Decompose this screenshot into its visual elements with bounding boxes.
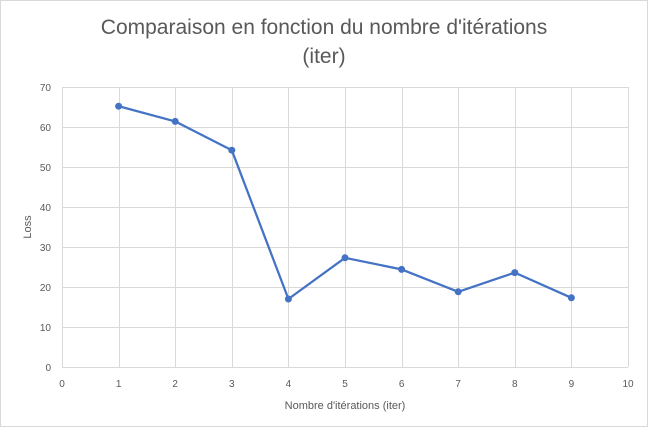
x-tick-label: 4 (286, 379, 292, 390)
chart-title-line1: Comparaison en fonction du nombre d'itér… (100, 16, 548, 39)
data-point (454, 288, 462, 296)
y-tick-label: 70 (40, 83, 52, 94)
data-point (228, 146, 236, 154)
y-tick-labels: 0 10 20 30 40 50 60 70 (40, 83, 52, 374)
x-tick-label: 5 (342, 379, 348, 390)
x-tick-label: 1 (116, 379, 122, 390)
y-tick-label: 50 (40, 163, 52, 174)
x-axis-title: Nombre d'itérations (iter) (285, 400, 406, 412)
y-axis-title: Loss (22, 215, 34, 239)
data-point (171, 117, 179, 125)
y-tick-label: 0 (45, 363, 51, 374)
x-tick-label: 7 (455, 379, 461, 390)
data-series (115, 102, 575, 303)
y-tick-label: 20 (40, 283, 52, 294)
data-point (567, 294, 575, 302)
data-point (341, 254, 349, 262)
data-point (284, 295, 292, 303)
x-tick-label: 9 (569, 379, 575, 390)
data-point (511, 269, 519, 277)
x-tick-label: 6 (399, 379, 405, 390)
x-tick-label: 10 (622, 379, 634, 390)
chart-title: Comparaison en fonction du nombre d'itér… (1, 13, 647, 71)
x-tick-label: 2 (172, 379, 178, 390)
y-tick-label: 60 (40, 123, 52, 134)
data-point (398, 265, 406, 273)
y-tick-label: 10 (40, 323, 52, 334)
data-point (115, 102, 123, 110)
x-tick-labels: 0 1 2 3 4 5 6 7 8 9 10 (59, 379, 634, 390)
chart-title-line2: (iter) (302, 45, 346, 68)
y-tick-label: 40 (40, 203, 52, 214)
y-tick-label: 30 (40, 243, 52, 254)
gridlines (62, 87, 629, 368)
x-tick-label: 0 (59, 379, 65, 390)
x-tick-label: 8 (512, 379, 518, 390)
x-tick-label: 3 (229, 379, 235, 390)
